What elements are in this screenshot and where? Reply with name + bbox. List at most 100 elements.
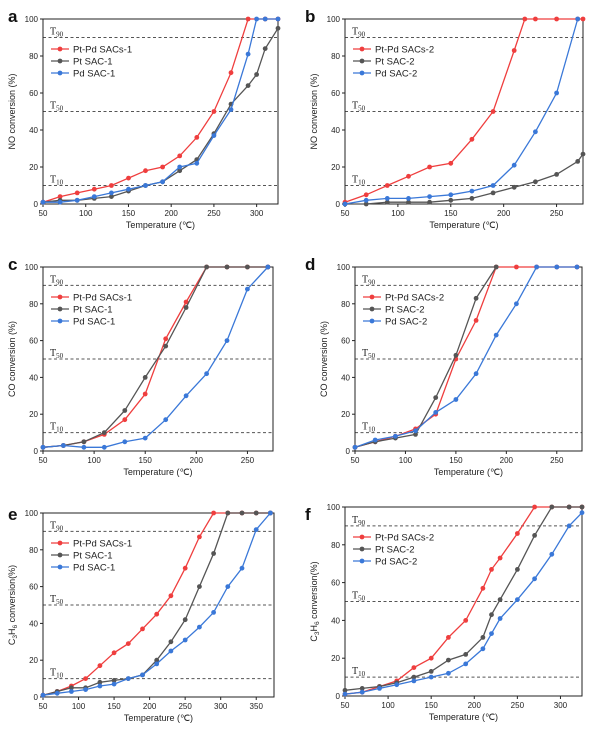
data-point [359,686,365,691]
data-point [126,186,131,192]
series-line [354,266,497,448]
data-point [446,670,451,676]
reference-label-sub: 90 [358,31,366,39]
legend-marker [359,46,365,52]
y-tick-label: 80 [29,546,38,555]
data-point [490,109,496,114]
data-point [268,510,273,516]
legend-marker [359,546,365,552]
y-tick-label: 0 [336,200,341,209]
y-tick-label: 20 [29,410,38,419]
data-point [522,16,528,22]
legend-marker [57,306,63,312]
x-tick-label: 250 [207,209,221,218]
legend: Pt-Pd SACs-1Pt SAC-1Pd SAC-1 [51,293,132,328]
legend-marker [359,70,365,76]
data-point [377,686,382,691]
panel-letter: a [8,7,18,26]
legend-marker [369,318,375,324]
data-point [57,199,63,205]
y-axis-title-part: C [309,635,319,642]
data-point [480,635,486,640]
data-point [446,657,451,663]
data-point [265,264,271,270]
y-tick-label: 100 [25,263,39,272]
y-tick-label: 60 [29,89,38,98]
data-point [40,444,46,450]
y-tick-label: 60 [331,89,340,98]
reference-label-sub: 90 [56,31,64,39]
data-point [194,135,200,140]
data-point [493,264,499,270]
data-point [406,196,411,201]
data-point [182,565,188,571]
data-point [197,624,202,630]
data-point [342,687,348,693]
reference-label-sub: 90 [56,524,64,532]
legend-label: Pt SAC-2 [375,545,415,556]
x-tick-label: 200 [497,209,511,218]
data-point [101,444,107,450]
x-tick-label: 50 [39,456,48,465]
data-point [262,16,268,22]
legend-label: Pt SAC-1 [73,551,113,562]
reference-label-main: T [362,274,368,285]
reference-label-10: T10 [352,666,366,678]
series-pt-sac-1 [40,264,271,450]
data-point [69,685,74,691]
y-tick-label: 40 [29,373,38,382]
legend-label: Pd SAC-2 [385,317,427,328]
plot-frame [42,512,275,698]
x-tick-label: 50 [351,456,360,465]
data-point [532,576,537,582]
x-axis-title: Temperature (℃) [429,712,498,722]
data-point [163,343,169,349]
x-tick-label: 200 [190,456,204,465]
reference-label-sub: 10 [368,426,376,434]
x-tick-label: 50 [39,209,48,218]
data-point [81,444,87,450]
data-point [204,371,210,377]
data-point [497,555,503,561]
data-point [352,444,358,450]
data-point [177,168,183,174]
reference-label-main: T [50,101,56,112]
reference-label-main: T [352,101,358,112]
data-point [480,585,486,591]
series-pd-sac-1 [40,16,281,205]
reference-label-90: T90 [50,520,64,532]
reference-label-90: T90 [352,27,366,39]
data-point [534,264,539,270]
data-point [406,199,411,205]
data-point [109,194,114,200]
data-point [566,504,572,510]
reference-label-main: T [50,175,56,186]
data-point [142,391,148,397]
legend-marker [369,306,375,312]
legend-marker [57,70,63,76]
reference-label-10: T10 [50,668,64,680]
reference-label-sub: 50 [358,105,366,113]
reference-label-sub: 50 [368,352,376,360]
data-point [197,584,202,589]
series-line [344,506,582,691]
reference-label-sub: 90 [56,278,64,286]
series-pt-sac-2 [342,504,585,693]
reference-label-sub: 90 [368,278,376,286]
data-point [515,567,520,572]
series-line [42,266,269,448]
x-axis-title: Temperature (℃) [126,220,195,230]
reference-label-main: T [50,27,56,38]
reference-label-main: T [352,175,358,186]
data-point [493,332,499,338]
data-point [163,336,169,342]
y-tick-label: 100 [25,509,39,518]
y-tick-label: 60 [29,583,38,592]
data-point [533,179,538,185]
x-tick-label: 50 [39,702,48,711]
y-tick-label: 80 [331,541,340,550]
x-tick-label: 300 [250,209,264,218]
data-point [384,196,390,201]
